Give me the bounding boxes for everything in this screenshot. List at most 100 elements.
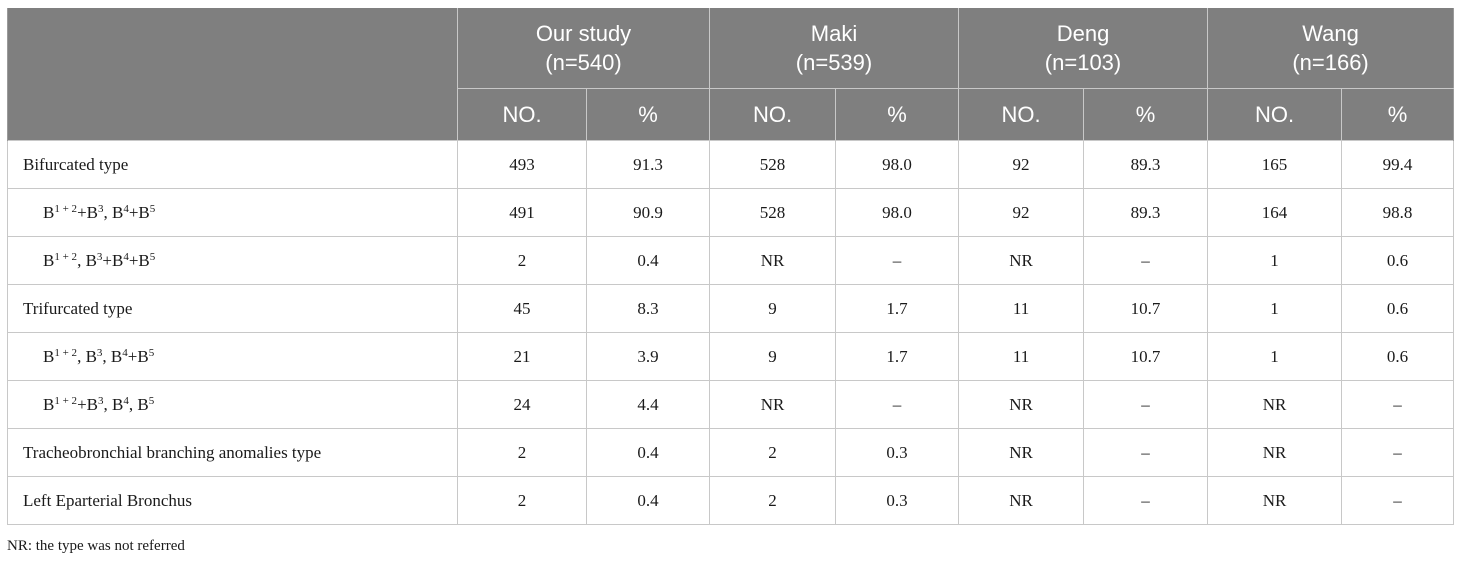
label-text: +B	[128, 202, 150, 222]
cell-percent: 99.4	[1341, 140, 1455, 189]
label-text: , B	[102, 346, 123, 366]
cell-count: 165	[1207, 140, 1343, 189]
cell-percent: 89.3	[1083, 188, 1209, 237]
cell-percent: –	[834, 236, 960, 285]
cell-percent: 98.8	[1341, 188, 1455, 237]
row-label: Tracheobronchial branching anomalies typ…	[7, 428, 458, 477]
cell-count: 164	[1207, 188, 1343, 237]
label-text: B	[43, 346, 55, 366]
cell-count: NR	[958, 476, 1085, 525]
footnote: NR: the type was not referred	[7, 538, 185, 554]
header-deng: Deng (n=103)	[958, 8, 1209, 89]
table-row: Trifurcated type 45 8.3 9 1.7 11 10.7 1 0.6	[7, 284, 1455, 333]
cell-count: 528	[709, 140, 836, 189]
cell-count: NR	[1207, 380, 1343, 429]
label-text: , B	[128, 394, 149, 414]
cell-count: 1	[1207, 332, 1343, 381]
label-superscript: 5	[148, 346, 155, 359]
cell-percent: 10.7	[1083, 284, 1209, 333]
label-text: , B	[77, 250, 97, 270]
label-text: +B	[127, 346, 149, 366]
header-maki: Maki (n=539)	[708, 8, 960, 89]
row-label: Left Eparterial Bronchus	[7, 476, 458, 525]
row-label: B1 + 2+B3, B4, B5	[7, 380, 458, 429]
cell-percent: 0.3	[834, 428, 960, 477]
label-superscript: 3	[96, 250, 103, 263]
label-superscript: 5	[149, 202, 156, 215]
label-superscript: 5	[148, 394, 155, 407]
cell-percent: –	[1083, 380, 1209, 429]
cell-percent: –	[1341, 380, 1455, 429]
cell-count: 1	[1207, 236, 1343, 285]
subheader-no: NO.	[709, 88, 836, 141]
label-superscript: 1 + 2	[54, 346, 78, 359]
label-superscript: 1 + 2	[54, 250, 78, 263]
label-superscript: 3	[96, 346, 103, 359]
cell-percent: –	[1341, 428, 1455, 477]
row-label: B1 + 2+B3, B4+B5	[7, 188, 458, 237]
cell-count: 11	[958, 332, 1085, 381]
table-row: B1 + 2+B3, B4+B5 491 90.9 528 98.0 92 89.3 164 9…	[7, 188, 1455, 237]
table-header: Our study (n=540) Maki (n=539) Deng (n=103)…	[7, 8, 1455, 141]
cell-count: 1	[1207, 284, 1343, 333]
subheader-no: NO.	[958, 88, 1085, 141]
label-superscript: 4	[122, 346, 128, 359]
row-label: Trifurcated type	[7, 284, 458, 333]
cell-percent: –	[1341, 476, 1455, 525]
row-label: Bifurcated type	[7, 140, 458, 189]
cell-count: 9	[709, 284, 836, 333]
cell-count: 92	[958, 188, 1085, 237]
subheader-percent: %	[1083, 88, 1209, 141]
label-superscript: 5	[149, 250, 156, 263]
cell-percent: 4.4	[586, 380, 710, 429]
cell-count: NR	[958, 236, 1085, 285]
header-blank	[7, 8, 458, 141]
label-text: , B	[77, 346, 97, 366]
cell-count: NR	[709, 236, 836, 285]
label-superscript: 4	[123, 202, 129, 215]
cell-percent: –	[1083, 236, 1209, 285]
cell-count: 2	[457, 428, 587, 477]
header-our-study: Our study (n=540)	[457, 8, 710, 89]
cell-percent: 0.4	[586, 476, 710, 525]
label-text: , B	[103, 202, 124, 222]
cell-percent: 91.3	[586, 140, 710, 189]
cell-percent: –	[834, 380, 960, 429]
cell-count: 11	[958, 284, 1085, 333]
cell-percent: 98.0	[834, 188, 960, 237]
table-body: Bifurcated type 4 9 3 91.3 528 98.0 92 89.3 165 99…	[7, 140, 1455, 525]
cell-count: 2	[457, 236, 587, 285]
label-text: +B	[77, 202, 98, 222]
cell-percent: 10.7	[1083, 332, 1209, 381]
cell-count: NR	[958, 428, 1085, 477]
label-text: +B	[128, 250, 150, 270]
subheader-no: NO.	[1207, 88, 1343, 141]
subheader-percent: %	[586, 88, 710, 141]
label-text: B	[43, 202, 55, 222]
subheader-no: NO.	[457, 88, 587, 141]
cell-percent: 98.0	[834, 140, 960, 189]
label-superscript: 4	[123, 394, 129, 407]
label-text: +B	[77, 394, 98, 414]
cell-count: NR	[1207, 476, 1343, 525]
label-superscript: 4	[123, 250, 129, 263]
cell-count: 24	[457, 380, 587, 429]
row-label: B1 + 2, B3+B4+B5	[7, 236, 458, 285]
cell-percent: 90.9	[586, 188, 710, 237]
table-row: Left Eparterial Bronchus 2 0.4 2 0.3 NR – NR –	[7, 476, 1455, 525]
cell-percent: 0.6	[1341, 236, 1455, 285]
subheader-percent: %	[1341, 88, 1455, 141]
cell-count: 2	[457, 476, 587, 525]
label-text: B	[43, 394, 55, 414]
cell-count: 92	[958, 140, 1085, 189]
cell-count: NR	[709, 380, 836, 429]
cell-count: NR	[958, 380, 1085, 429]
cell-count: 491	[457, 188, 587, 237]
label-text: B	[43, 250, 55, 270]
label-superscript: 1 + 2	[54, 202, 78, 215]
table-row: B1 + 2, B3+B4+B5 2 0.4 NR – NR –1 0.6	[7, 236, 1455, 285]
cell-count: 21	[457, 332, 587, 381]
label-superscript: 3	[98, 202, 104, 215]
cell-count: 45	[457, 284, 587, 333]
label-superscript: 3	[98, 394, 104, 407]
